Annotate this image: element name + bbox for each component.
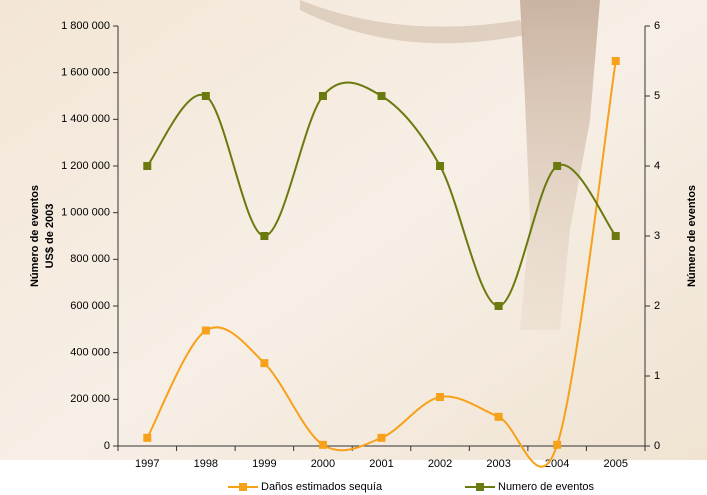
legend-marker (476, 483, 484, 491)
legend-label: Daños estimados sequía (261, 481, 383, 493)
legend-background (0, 460, 707, 495)
point-marker (553, 162, 562, 170)
y2-tick-label: 6 (654, 20, 660, 32)
branch-decoration (300, 0, 525, 44)
y-tick-label: 1 600 000 (61, 67, 110, 79)
point-marker (143, 433, 152, 442)
y-tick-label: 1 800 000 (61, 20, 110, 32)
x-tick-label: 2001 (369, 458, 393, 470)
point-marker (553, 440, 562, 449)
y-tick-label: 200 000 (70, 393, 110, 405)
y-tick-label: 0 (104, 440, 110, 452)
y2-axis-title: Número de eventos (686, 185, 698, 287)
y2-tick-label: 5 (654, 90, 660, 102)
point-marker (377, 433, 386, 442)
point-marker (611, 57, 620, 65)
y-axis-title: Número de eventos (29, 185, 41, 287)
y-tick-label: 400 000 (70, 347, 110, 359)
legend-label: Numero de eventos (498, 481, 594, 493)
point-marker (611, 232, 620, 240)
y2-tick-label: 3 (654, 230, 660, 242)
point-marker (436, 393, 445, 401)
point-marker (318, 92, 327, 100)
series-line (146, 60, 617, 468)
point-marker (260, 359, 269, 368)
x-tick-label: 1998 (194, 458, 218, 470)
y2-tick-label: 2 (654, 300, 660, 312)
y-tick-label: 1 000 000 (61, 207, 110, 219)
x-tick-label: 2005 (603, 458, 627, 470)
x-tick-label: 2000 (311, 458, 335, 470)
x-tick-label: 1999 (252, 458, 276, 470)
point-marker (201, 326, 210, 335)
point-marker (260, 232, 269, 240)
y-tick-label: 800 000 (70, 253, 110, 265)
x-tick-label: 1997 (135, 458, 159, 470)
point-marker (494, 412, 503, 421)
point-marker (201, 92, 210, 100)
y-axis-title: US$ de 2003 (44, 204, 56, 269)
x-tick-label: 2003 (486, 458, 510, 470)
x-tick-label: 2002 (428, 458, 452, 470)
point-marker (377, 92, 386, 100)
y-tick-label: 1 400 000 (61, 113, 110, 125)
y2-tick-label: 1 (654, 370, 660, 382)
y2-tick-label: 0 (654, 440, 660, 452)
y-tick-label: 600 000 (70, 300, 110, 312)
y2-tick-label: 4 (654, 160, 660, 172)
point-marker (436, 162, 445, 170)
y-tick-label: 1 200 000 (61, 160, 110, 172)
point-marker (494, 302, 503, 310)
point-marker (318, 440, 327, 449)
legend-marker (239, 483, 247, 491)
point-marker (143, 162, 152, 170)
